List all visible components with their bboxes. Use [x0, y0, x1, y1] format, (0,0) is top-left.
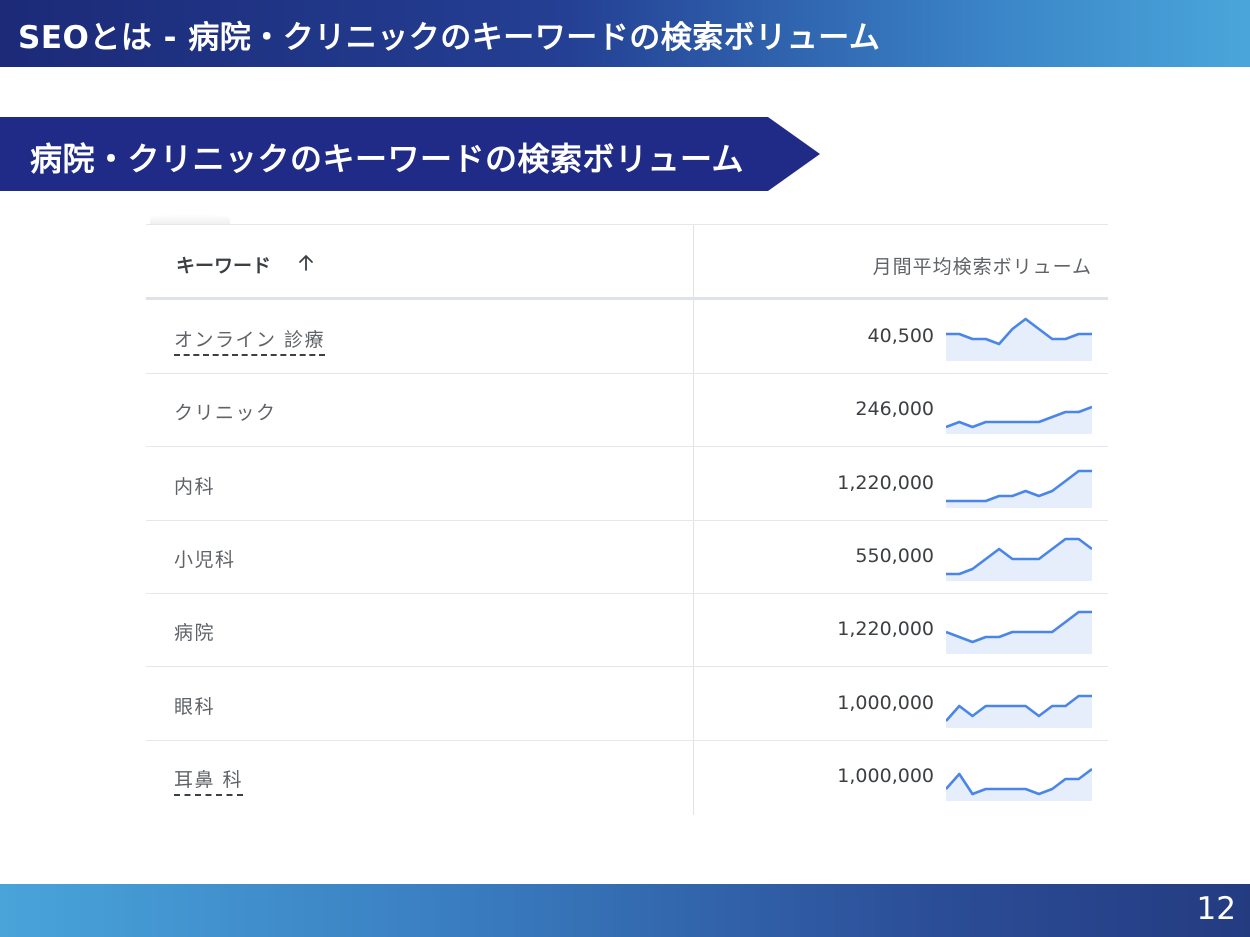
table-header: キーワード 月間平均検索ボリューム: [146, 225, 1108, 300]
keyword-cell[interactable]: 耳鼻 科: [174, 765, 244, 796]
section-banner: 病院・クリニックのキーワードの検索ボリューム: [0, 117, 820, 191]
trend-area: [946, 470, 1092, 508]
table-row[interactable]: 眼科 1,000,000: [146, 668, 1108, 741]
trend-line: [946, 610, 1092, 644]
volume-cell: 1,220,000: [837, 618, 934, 641]
trend-area: [946, 695, 1092, 728]
volume-cell: 550,000: [855, 544, 934, 567]
trend-sparkline: [946, 406, 1092, 435]
volume-cell: 40,500: [867, 325, 934, 347]
trend-area: [946, 768, 1092, 801]
keyword-table: キーワード 月間平均検索ボリューム オンライン 診療 40,500 クリニック 246…: [146, 224, 1108, 815]
trend-line: [946, 694, 1092, 722]
trend-sparkline: [946, 694, 1092, 728]
card-shadow: [150, 214, 230, 224]
column-header-keyword[interactable]: キーワード: [176, 255, 272, 277]
trend-line: [946, 469, 1092, 502]
table-row[interactable]: オンライン 診療 40,500: [146, 301, 1108, 374]
volume-cell: 1,000,000: [837, 691, 934, 714]
trend-area: [946, 407, 1092, 435]
table-row[interactable]: クリニック 246,000: [146, 374, 1108, 448]
keyword-cell[interactable]: 内科: [174, 475, 216, 498]
keyword-cell[interactable]: 小児科: [174, 548, 236, 571]
keyword-cell[interactable]: 病院: [174, 622, 216, 645]
trend-sparkline: [946, 469, 1092, 508]
table-row[interactable]: 内科 1,220,000: [146, 448, 1108, 521]
table-row[interactable]: 耳鼻 科 1,000,000: [146, 741, 1108, 814]
trend-area: [946, 319, 1092, 361]
trend-sparkline: [946, 537, 1092, 581]
trend-sparkline: [946, 767, 1092, 801]
slide-title: SEOとは - 病院・クリニックのキーワードの検索ボリューム: [18, 20, 881, 56]
volume-cell: 1,000,000: [837, 764, 934, 787]
trend-sparkline: [946, 317, 1092, 361]
keyword-cell[interactable]: オンライン 診療: [174, 325, 326, 356]
keyword-cell[interactable]: 眼科: [174, 695, 216, 718]
footer-bar: 12: [0, 884, 1250, 937]
column-header-volume[interactable]: 月間平均検索ボリューム: [872, 256, 1092, 278]
trend-line: [946, 767, 1092, 796]
arrow-up-icon[interactable]: [296, 253, 316, 273]
header-bar: SEOとは - 病院・クリニックのキーワードの検索ボリューム: [0, 0, 1250, 67]
keyword-cell[interactable]: クリニック: [174, 402, 277, 425]
trend-line: [946, 317, 1092, 346]
trend-line: [946, 406, 1092, 429]
table-row[interactable]: 病院 1,220,000: [146, 594, 1108, 668]
section-title: 病院・クリニックのキーワードの検索ボリューム: [30, 140, 745, 178]
table-row[interactable]: 小児科 550,000: [146, 521, 1108, 594]
volume-cell: 1,220,000: [837, 471, 934, 494]
trend-sparkline: [946, 610, 1092, 655]
trend-line: [946, 537, 1092, 576]
page-number: 12: [1196, 891, 1236, 927]
volume-cell: 246,000: [855, 398, 934, 421]
